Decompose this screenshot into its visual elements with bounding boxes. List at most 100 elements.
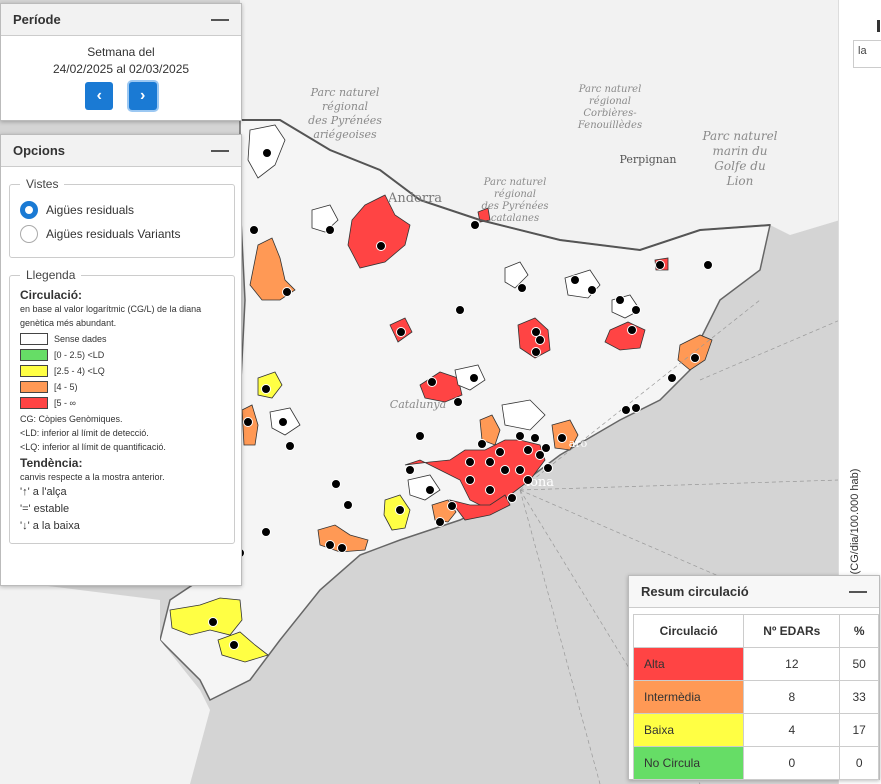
edar-point[interactable] [615, 295, 625, 305]
edar-point[interactable] [655, 260, 665, 270]
opcions-panel: Opcions Vistes Aigües residuals Aigües r… [0, 134, 242, 586]
legend-note: CG: Còpies Genòmiques. [20, 414, 123, 424]
collapse-resum-button[interactable] [847, 582, 869, 602]
resum-panel: Resum circulació Circulació Nº EDARs % A… [628, 575, 880, 780]
edar-point[interactable] [453, 397, 463, 407]
edar-point[interactable] [477, 439, 487, 449]
region-ripoll[interactable] [504, 261, 529, 289]
region-vic[interactable] [517, 317, 551, 359]
edar-point[interactable] [249, 225, 259, 235]
edar-point[interactable] [331, 479, 341, 489]
count-cell: 8 [743, 680, 841, 714]
edar-point[interactable] [535, 335, 545, 345]
circulacio-cell: Intermèdia [632, 680, 745, 714]
edar-point[interactable] [465, 457, 475, 467]
edar-point[interactable] [485, 457, 495, 467]
edar-point[interactable] [627, 325, 637, 335]
edar-point[interactable] [325, 225, 335, 235]
llegenda-legend: Llegenda [26, 268, 76, 282]
edar-point[interactable] [262, 148, 272, 158]
edar-point[interactable] [261, 384, 271, 394]
next-week-button[interactable]: › [128, 82, 157, 110]
collapse-opcions-button[interactable] [209, 141, 231, 161]
prev-week-button[interactable]: ‹ [85, 82, 114, 110]
edar-point[interactable] [469, 373, 479, 383]
legend-item: [4 - 5) [20, 379, 224, 394]
edar-point[interactable] [261, 527, 271, 537]
edar-point[interactable] [495, 447, 505, 457]
edar-point[interactable] [396, 327, 406, 337]
edar-point[interactable] [278, 417, 288, 427]
radio-unchecked-icon[interactable] [20, 225, 38, 243]
week-label: Setmana del [87, 45, 155, 59]
edar-point[interactable] [541, 443, 551, 453]
edar-point[interactable] [395, 505, 405, 515]
edar-point[interactable] [531, 347, 541, 357]
svg-text:Andorra: Andorra [387, 191, 442, 206]
region-valles[interactable] [501, 399, 546, 431]
edar-point[interactable] [507, 493, 517, 503]
legend-label: [0 - 2.5) <LD [54, 349, 105, 360]
edar-point[interactable] [531, 327, 541, 337]
edar-point[interactable] [523, 445, 533, 455]
edar-point[interactable] [229, 640, 239, 650]
edar-point[interactable] [465, 475, 475, 485]
edar-point[interactable] [455, 305, 465, 315]
edar-point[interactable] [570, 275, 580, 285]
edar-point[interactable] [282, 287, 292, 297]
edar-point[interactable] [376, 241, 386, 251]
circulacio-title: Circulació: [20, 288, 83, 302]
svg-text:aró: aró [569, 437, 588, 450]
collapse-periode-button[interactable] [209, 10, 231, 30]
edar-point[interactable] [325, 540, 335, 550]
edar-point[interactable] [631, 305, 641, 315]
radio-aigues-residuals[interactable]: Aigües residuals [20, 201, 224, 219]
edar-point[interactable] [690, 353, 700, 363]
edar-point[interactable] [208, 617, 218, 627]
edar-point[interactable] [631, 403, 641, 413]
region-tortosa[interactable] [169, 597, 243, 636]
pct-cell: 33 [839, 680, 879, 714]
legend-swatch [20, 396, 48, 409]
periode-body: Setmana del 24/02/2025 al 02/03/2025 ‹ › [1, 36, 241, 114]
edar-point[interactable] [470, 220, 480, 230]
region-costa-brava[interactable] [677, 334, 713, 371]
edar-point[interactable] [285, 441, 295, 451]
edar-point[interactable] [500, 465, 510, 475]
edar-point[interactable] [517, 283, 527, 293]
edar-point[interactable] [667, 373, 677, 383]
edar-point[interactable] [427, 377, 437, 387]
side-chart-filter[interactable]: la [853, 40, 881, 68]
edar-point[interactable] [621, 405, 631, 415]
region-barcelona[interactable] [404, 439, 546, 511]
edar-point[interactable] [415, 431, 425, 441]
edar-point[interactable] [535, 450, 545, 460]
edar-point[interactable] [337, 543, 347, 553]
col-header: Circulació [632, 614, 745, 648]
radio-aigues-residuals-variants[interactable]: Aigües residuals Variants [20, 225, 224, 243]
edar-point[interactable] [447, 501, 457, 511]
region-pallars[interactable] [249, 237, 296, 301]
edar-point[interactable] [243, 417, 253, 427]
edar-point[interactable] [543, 463, 553, 473]
edar-point[interactable] [703, 260, 713, 270]
edar-point[interactable] [485, 485, 495, 495]
edar-point[interactable] [405, 465, 415, 475]
edar-point[interactable] [435, 517, 445, 527]
region-terrassa[interactable] [479, 414, 501, 446]
edar-point[interactable] [587, 285, 597, 295]
edar-point[interactable] [515, 431, 525, 441]
radio-checked-icon[interactable] [20, 201, 38, 219]
svg-text:Perpignan: Perpignan [619, 153, 676, 166]
edar-point[interactable] [515, 465, 525, 475]
edar-point[interactable] [530, 433, 540, 443]
region-delta[interactable] [217, 631, 269, 663]
region-andorra[interactable] [347, 194, 411, 269]
edar-point[interactable] [523, 475, 533, 485]
edar-point[interactable] [425, 485, 435, 495]
edar-point[interactable] [343, 500, 353, 510]
region-puigcerda[interactable] [477, 207, 491, 223]
edar-point[interactable] [557, 433, 567, 443]
